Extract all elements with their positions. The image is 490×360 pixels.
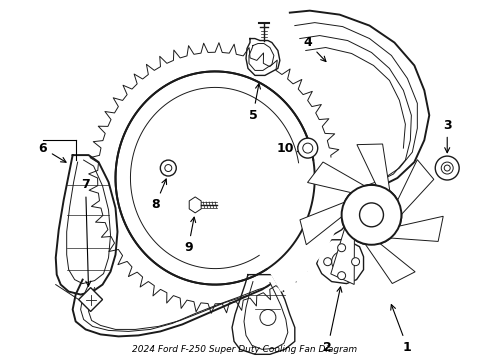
Text: 7: 7: [81, 179, 91, 286]
Polygon shape: [357, 144, 390, 191]
Text: 5: 5: [248, 84, 261, 122]
Polygon shape: [331, 228, 354, 284]
Text: 2024 Ford F-250 Super Duty Cooling Fan Diagram: 2024 Ford F-250 Super Duty Cooling Fan D…: [132, 345, 358, 354]
Wedge shape: [215, 155, 346, 292]
Circle shape: [298, 138, 318, 158]
Text: 1: 1: [391, 305, 412, 354]
Circle shape: [338, 244, 345, 252]
Text: 2: 2: [323, 287, 342, 354]
Text: 10: 10: [276, 141, 302, 155]
Circle shape: [342, 185, 401, 245]
Polygon shape: [78, 288, 102, 311]
Polygon shape: [308, 162, 365, 193]
Text: 9: 9: [184, 217, 196, 254]
Text: 4: 4: [303, 36, 326, 62]
Circle shape: [160, 160, 176, 176]
Polygon shape: [365, 243, 415, 284]
Text: 8: 8: [151, 179, 167, 211]
Text: 6: 6: [39, 141, 66, 162]
Text: 3: 3: [443, 119, 451, 153]
Polygon shape: [391, 216, 443, 242]
Circle shape: [360, 203, 384, 227]
Circle shape: [342, 185, 401, 245]
Circle shape: [352, 258, 360, 266]
Polygon shape: [397, 160, 434, 215]
Circle shape: [338, 272, 345, 280]
Circle shape: [324, 258, 332, 266]
Circle shape: [360, 203, 384, 227]
Polygon shape: [300, 202, 344, 245]
Circle shape: [435, 156, 459, 180]
